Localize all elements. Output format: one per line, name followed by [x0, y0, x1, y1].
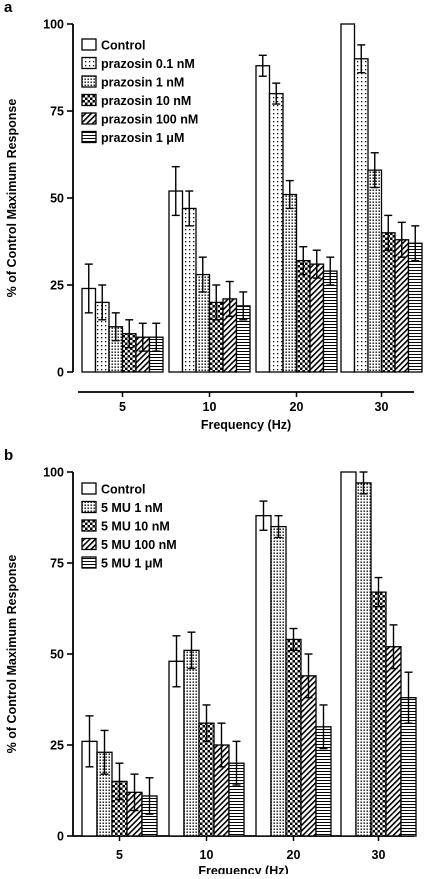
bar [168, 660, 185, 837]
bar [340, 23, 356, 373]
bar [309, 263, 325, 373]
y-tick-label: 75 [50, 105, 64, 119]
legend-swatch [81, 130, 97, 144]
legend-label: prazosin 100 nM [101, 113, 198, 127]
y-tick-label: 75 [50, 557, 64, 571]
legend-swatch [81, 482, 97, 495]
legend-swatch [81, 537, 97, 551]
x-tick-label: 5 [116, 848, 123, 862]
x-tick-label: 10 [203, 400, 217, 414]
legend-swatch [81, 56, 97, 70]
panel-label: b [4, 447, 13, 464]
legend-swatch [81, 556, 97, 569]
bar [181, 207, 197, 373]
legend-label: prazosin 1 nM [101, 76, 184, 90]
y-axis-label: % of Control Maximum Response [5, 99, 19, 298]
x-tick-label: 30 [375, 400, 389, 414]
x-tick-label: 30 [372, 848, 386, 862]
bar [380, 232, 396, 373]
bar [295, 259, 311, 373]
y-tick-label: 0 [57, 366, 64, 380]
panel-label: a [4, 0, 13, 16]
bar [300, 675, 317, 837]
bar [370, 591, 387, 837]
legend-label: prazosin 1 μM [101, 131, 184, 145]
bar [268, 92, 284, 373]
legend-label: Control [101, 483, 145, 497]
bar [255, 65, 271, 373]
legend-swatch [81, 38, 97, 51]
y-tick-label: 0 [57, 830, 64, 844]
legend-swatch [81, 112, 97, 125]
bar [255, 515, 272, 837]
legend-swatch [81, 75, 97, 88]
x-axis-label: Frequency (Hz) [198, 864, 288, 874]
bar [183, 649, 200, 837]
bar [285, 638, 302, 837]
legend-label: Control [101, 39, 145, 53]
x-tick-label: 20 [290, 400, 304, 414]
y-tick-label: 50 [50, 192, 64, 206]
y-tick-label: 25 [50, 279, 64, 293]
x-tick-label: 20 [287, 848, 301, 862]
y-tick-label: 100 [43, 466, 64, 480]
y-tick-label: 100 [43, 18, 64, 32]
bar [407, 242, 423, 373]
x-tick-label: 5 [119, 400, 126, 414]
legend-label: 5 MU 1 μM [101, 557, 163, 571]
legend-swatch [81, 93, 97, 107]
bar [394, 239, 410, 373]
y-tick-label: 50 [50, 648, 64, 662]
y-tick-label: 25 [50, 739, 64, 753]
legend-swatch [81, 500, 97, 514]
legend-label: 5 MU 100 nM [101, 538, 177, 552]
bar [353, 58, 369, 373]
bar [367, 169, 383, 373]
legend-label: 5 MU 1 nM [101, 501, 163, 515]
bar [270, 525, 287, 837]
bar [340, 471, 357, 837]
bar [322, 270, 338, 373]
x-tick-label: 10 [200, 848, 214, 862]
legend-swatch [81, 519, 97, 532]
bar [168, 190, 184, 373]
bar [355, 482, 372, 837]
legend-label: 5 MU 10 nM [101, 520, 170, 534]
bar [282, 193, 298, 373]
y-axis-label: % of Control Maximum Response [5, 555, 19, 754]
bar [385, 646, 402, 837]
legend-label: prazosin 0.1 nM [101, 57, 195, 71]
legend-label: prazosin 10 nM [101, 94, 191, 108]
x-axis-label: Frequency (Hz) [201, 418, 291, 432]
